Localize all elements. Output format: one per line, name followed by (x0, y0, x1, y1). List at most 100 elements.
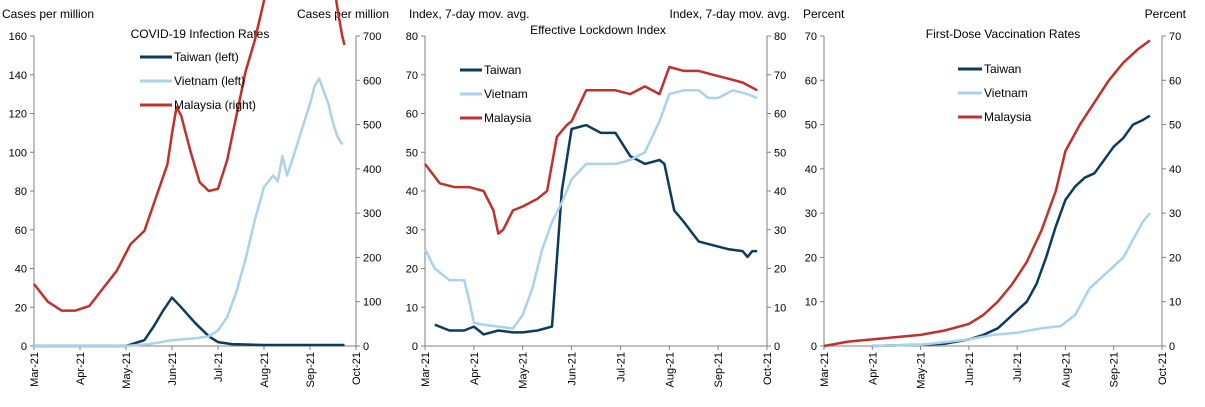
right-tick-label: 600 (363, 75, 381, 87)
x-tick-label: Mar-21 (29, 352, 41, 387)
x-tick-label: May-21 (518, 352, 530, 389)
legend-label-vietnam: Vietnam (484, 87, 528, 101)
right-tick-label: 200 (363, 252, 381, 264)
x-tick-label: Sep-21 (1109, 352, 1121, 387)
x-tick-label: Aug-21 (259, 352, 271, 387)
right-tick-label: 0 (774, 341, 780, 353)
chart-title: Effective Lockdown Index (530, 23, 666, 37)
right-tick-label: 0 (363, 341, 369, 353)
left-tick-label: 20 (15, 302, 27, 314)
right-tick-label: 0 (1169, 341, 1175, 353)
x-tick-label: Jul-21 (1012, 352, 1024, 382)
left-tick-label: 40 (805, 164, 817, 176)
right-tick-label: 50 (1169, 120, 1181, 132)
right-tick-label: 20 (774, 264, 786, 276)
series-line-vietnam (872, 212, 1151, 348)
right-tick-label: 30 (1169, 208, 1181, 220)
x-tick-label: Jun-21 (964, 352, 976, 386)
right-axis-unit: Index, 7-day mov. avg. (669, 7, 790, 21)
x-tick-label: Sep-21 (713, 352, 725, 387)
x-tick-label: Oct-21 (351, 352, 363, 385)
series-line-vietnam (423, 89, 758, 330)
right-tick-label: 30 (774, 225, 786, 237)
x-tick-label: Aug-21 (664, 352, 676, 387)
left-tick-label: 30 (406, 225, 418, 237)
right-tick-label: 500 (363, 120, 381, 132)
left-tick-label: 40 (15, 264, 27, 276)
left-tick-label: 20 (805, 252, 817, 264)
right-tick-label: 20 (1169, 252, 1181, 264)
left-tick-label: 0 (811, 341, 817, 353)
right-tick-label: 60 (774, 109, 786, 121)
left-tick-label: 80 (15, 186, 27, 198)
series-line-taiwan (872, 114, 1151, 348)
x-tick-label: Apr-21 (867, 352, 879, 385)
x-tick-label: Jul-21 (615, 352, 627, 382)
right-tick-label: 40 (774, 186, 786, 198)
left-axis-unit: Index, 7-day mov. avg. (409, 7, 530, 21)
x-tick-label: Mar-21 (819, 352, 831, 387)
right-tick-label: 60 (1169, 75, 1181, 87)
right-tick-label: 100 (363, 297, 381, 309)
legend-label-vietnam: Vietnam (984, 86, 1028, 100)
right-tick-label: 70 (1169, 31, 1181, 43)
chart-panel-1: 0 20 40 60 80 100 120 140 160 0 100 200 300 400 500 600… (2, 0, 389, 389)
left-tick-label: 50 (406, 147, 418, 159)
series-line-malaysia (823, 39, 1151, 348)
legend-label-malaysia: Malaysia (right) (174, 98, 256, 112)
left-tick-label: 120 (9, 109, 27, 121)
left-tick-label: 60 (406, 109, 418, 121)
series-line-taiwan (34, 296, 345, 348)
x-tick-label: Sep-21 (305, 352, 317, 387)
chart-title: First-Dose Vaccination Rates (926, 27, 1081, 41)
right-tick-label: 80 (774, 31, 786, 43)
left-tick-label: 30 (805, 208, 817, 220)
chart-panel-2: 0 10 20 30 40 50 60 70 80 0 10 20 30 40 50 60 70 80 Mar-21… (406, 7, 790, 389)
left-tick-label: 10 (406, 302, 418, 314)
left-tick-label: 0 (21, 341, 27, 353)
legend-label-taiwan: Taiwan (left) (174, 50, 239, 64)
right-tick-label: 700 (363, 31, 381, 43)
left-tick-label: 100 (9, 147, 27, 159)
legend-label-malaysia: Malaysia (984, 110, 1032, 124)
left-tick-label: 0 (412, 341, 418, 353)
series-line-vietnam (34, 77, 344, 348)
x-tick-label: Aug-21 (1060, 352, 1072, 387)
right-tick-label: 400 (363, 164, 381, 176)
left-axis-unit: Percent (803, 7, 845, 21)
left-tick-label: 70 (406, 70, 418, 82)
left-tick-label: 70 (805, 31, 817, 43)
x-tick-label: Jul-21 (213, 352, 225, 382)
left-tick-label: 40 (406, 186, 418, 198)
legend-label-malaysia: Malaysia (484, 111, 532, 125)
right-tick-label: 70 (774, 70, 786, 82)
x-tick-label: Jun-21 (567, 352, 579, 386)
left-tick-label: 60 (805, 75, 817, 87)
right-tick-label: 10 (1169, 297, 1181, 309)
left-tick-label: 80 (406, 31, 418, 43)
series-line-taiwan (434, 123, 758, 336)
right-tick-label: 10 (774, 302, 786, 314)
x-tick-label: May-21 (121, 352, 133, 389)
left-tick-label: 10 (805, 297, 817, 309)
right-axis-unit: Percent (1145, 7, 1187, 21)
x-tick-label: Jun-21 (167, 352, 179, 386)
right-axis-unit: Cases per million (297, 7, 389, 21)
x-tick-label: Apr-21 (75, 352, 87, 385)
right-tick-label: 300 (363, 208, 381, 220)
x-tick-label: Oct-21 (762, 352, 774, 385)
left-tick-label: 20 (406, 264, 418, 276)
left-tick-label: 140 (9, 70, 27, 82)
series-line-malaysia (424, 65, 758, 235)
left-tick-label: 60 (15, 225, 27, 237)
right-tick-label: 50 (774, 147, 786, 159)
left-tick-label: 160 (9, 31, 27, 43)
right-tick-label: 40 (1169, 164, 1181, 176)
legend-label-taiwan: Taiwan (484, 63, 521, 77)
series-line-malaysia (33, 0, 346, 312)
x-tick-label: Mar-21 (420, 352, 432, 387)
x-tick-label: May-21 (916, 352, 928, 389)
legend-label-vietnam: Vietnam (left) (174, 74, 245, 88)
legend-label-taiwan: Taiwan (984, 62, 1021, 76)
